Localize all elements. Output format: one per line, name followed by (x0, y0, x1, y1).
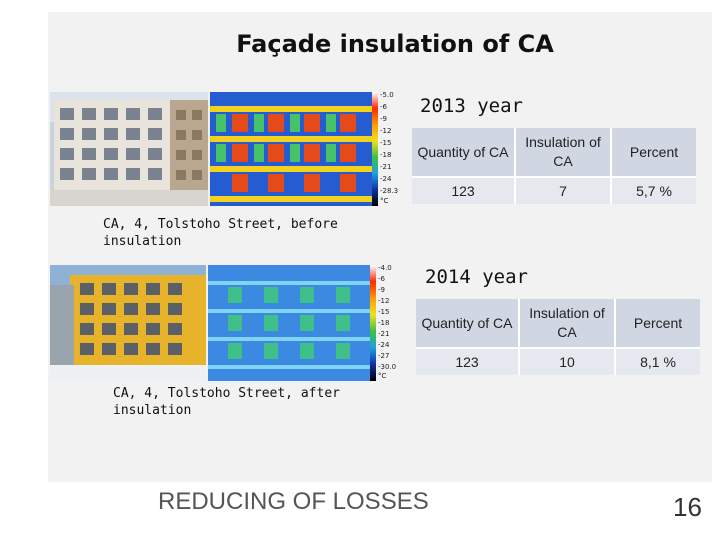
scale-label: °C (378, 372, 387, 380)
scale-label: -28.3 (380, 187, 399, 195)
scale-label: -21 (380, 163, 392, 171)
table-row: 123 7 5,7 % (412, 176, 696, 204)
slide-panel (48, 12, 712, 482)
caption-line: CA, 4, Tolstoho Street, after (113, 386, 340, 401)
caption-before: CA, 4, Tolstoho Street, before insulatio… (103, 216, 403, 250)
scale-label: -27 (378, 352, 390, 360)
scale-label: -21 (378, 330, 390, 338)
page-number: 16 (673, 492, 702, 522)
scale-label: -18 (378, 319, 390, 327)
caption-after: CA, 4, Tolstoho Street, after insulation (113, 385, 413, 419)
scale-labels-after: -4.0 -6 -9 -12 -15 -18 -21 -24 -27 -30.0… (378, 265, 398, 381)
value-insulation: 7 (514, 176, 611, 204)
year-label-2013: 2013 year (420, 95, 523, 117)
scale-label: -6 (380, 103, 387, 111)
year-label-2014: 2014 year (425, 266, 528, 288)
scale-label: -12 (378, 297, 390, 305)
scale-label: -9 (380, 115, 387, 123)
header-insulation: Insulation of CA (514, 128, 611, 177)
temperature-scale-after (370, 265, 376, 381)
slide-title: Façade insulation of CA (236, 30, 554, 58)
value-quantity: 123 (416, 347, 519, 375)
table-row: 123 10 8,1 % (416, 347, 700, 375)
scale-label: -15 (378, 308, 390, 316)
value-percent: 8,1 % (614, 347, 700, 375)
scale-label: -12 (380, 127, 392, 135)
stats-table-2013: Quantity of CA Insulation of CA Percent … (412, 128, 696, 204)
scale-label: -5.0 (380, 91, 394, 99)
header-quantity: Quantity of CA (416, 299, 519, 348)
scale-label: -24 (378, 341, 390, 349)
stats-table-2014: Quantity of CA Insulation of CA Percent … (416, 299, 700, 375)
header-percent: Percent (614, 299, 700, 348)
caption-line: insulation (113, 403, 192, 418)
scale-label: -9 (378, 286, 385, 294)
temperature-scale-before (372, 92, 378, 206)
header-quantity: Quantity of CA (412, 128, 515, 177)
scale-label: -4.0 (378, 264, 392, 272)
scale-label: -30.0 (378, 363, 397, 371)
table-header-row: Quantity of CA Insulation of CA Percent (412, 128, 696, 177)
caption-line: insulation (103, 234, 182, 249)
scale-label: -6 (378, 275, 385, 283)
building-photo-before (50, 92, 208, 206)
thermal-image-before (210, 92, 372, 206)
footer-text: REDUCING OF LOSSES (158, 488, 429, 515)
header-insulation: Insulation of CA (518, 299, 615, 348)
scale-label: -15 (380, 139, 392, 147)
table-header-row: Quantity of CA Insulation of CA Percent (416, 299, 700, 348)
value-percent: 5,7 % (610, 176, 696, 204)
scale-label: °C (380, 197, 389, 205)
scale-label: -24 (380, 175, 392, 183)
scale-label: -18 (380, 151, 392, 159)
value-quantity: 123 (412, 176, 515, 204)
building-photo-after (50, 265, 206, 381)
thermal-image-after (208, 265, 370, 381)
header-percent: Percent (610, 128, 696, 177)
caption-line: CA, 4, Tolstoho Street, before (103, 217, 338, 232)
scale-labels-before: -5.0 -6 -9 -12 -15 -18 -21 -24 -28.3 °C (380, 92, 400, 206)
value-insulation: 10 (518, 347, 615, 375)
